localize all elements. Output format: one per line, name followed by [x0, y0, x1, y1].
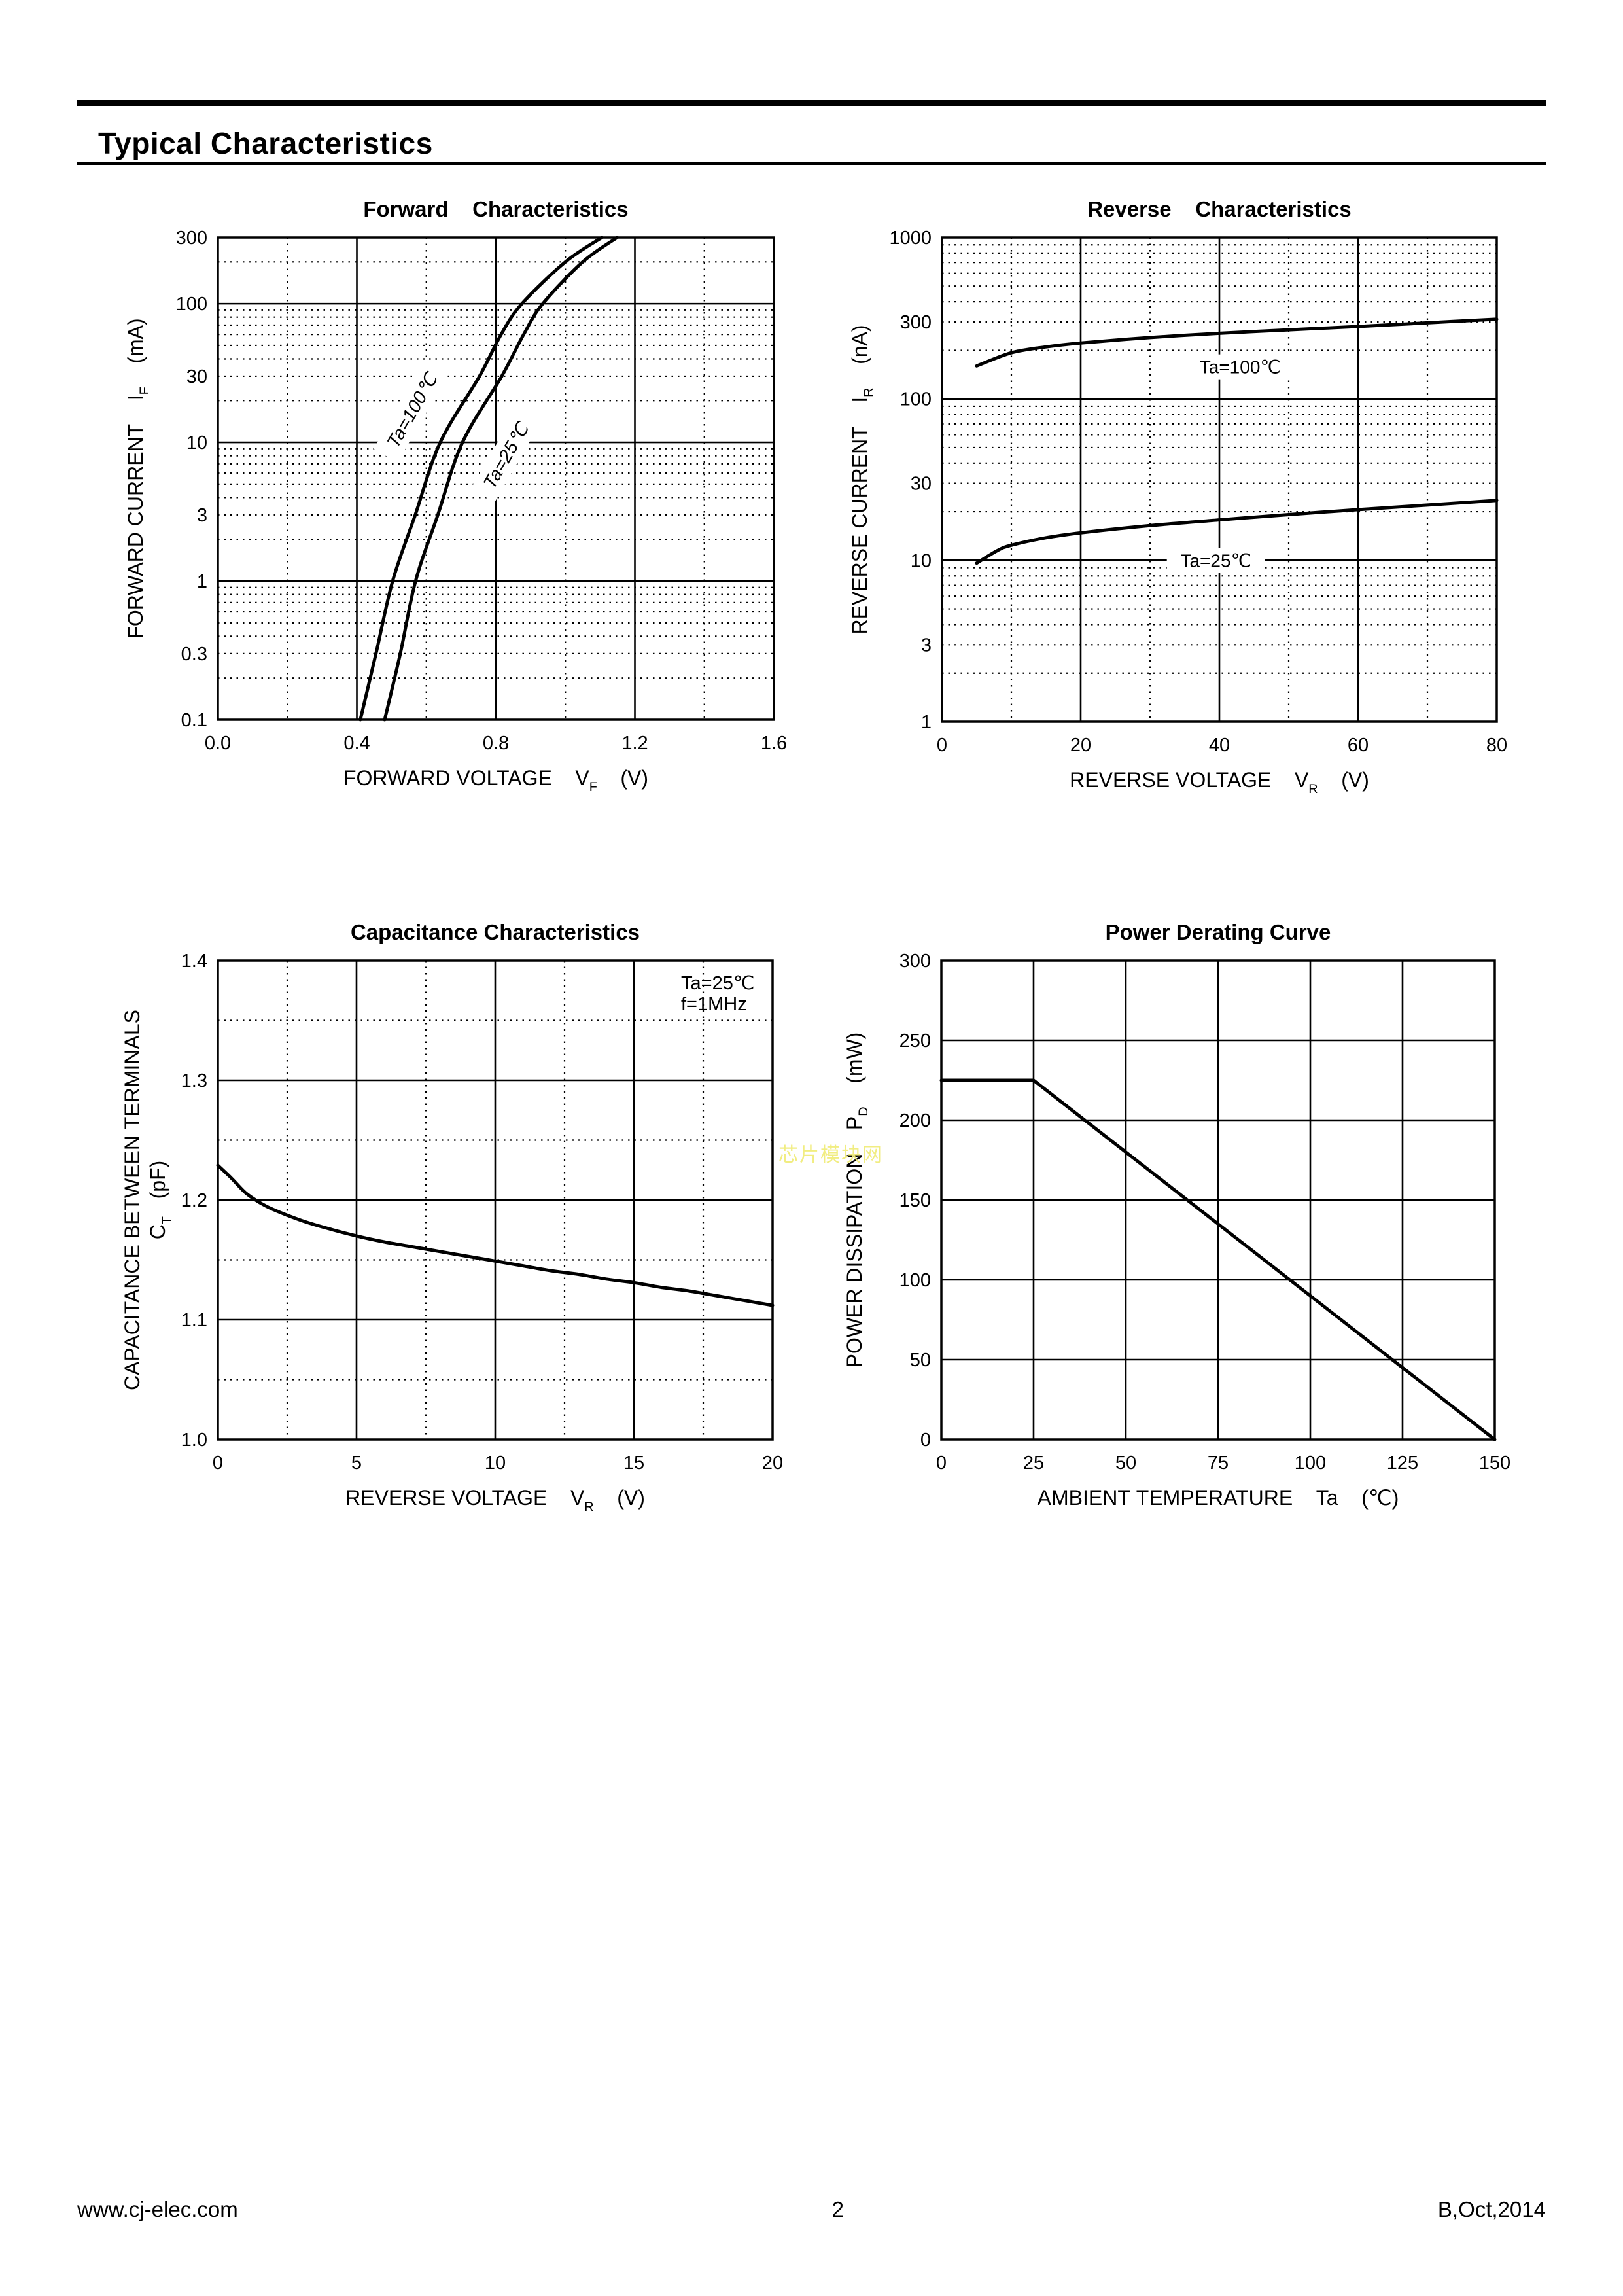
- y-tick-label: 1.3: [181, 1070, 207, 1091]
- series-label-text: Ta=100℃: [1200, 357, 1281, 378]
- x-axis-title: REVERSE VOLTAGE VR (V): [1070, 768, 1369, 796]
- x-tick-label: 20: [762, 1453, 783, 1474]
- plot-frame: [217, 959, 774, 1441]
- x-tick-label: 1.6: [761, 733, 787, 754]
- y-axis-title-line-0: CAPACITANCE BETWEEN TERMINALS: [120, 1010, 144, 1390]
- y-axis-title-line-0: REVERSE CURRENT IR (nA): [848, 325, 876, 634]
- y-tick-label: 30: [911, 474, 932, 495]
- footer-revision: B,Oct,2014: [1437, 2197, 1546, 2221]
- power-derating-curve-chart: 0 25 50 75 100 125 150 300 250 200 150 100 50 0 Power …: [843, 920, 1510, 1510]
- series-label-mask: [470, 409, 541, 503]
- chart-title: Capacitance Characteristics: [351, 920, 640, 944]
- y-tick-label: 250: [899, 1031, 931, 1051]
- x-tick-label: 25: [1023, 1453, 1044, 1474]
- x-tick-label: 125: [1387, 1453, 1418, 1474]
- y-tick-label: 1000: [889, 228, 932, 249]
- y-tick-label: 1.0: [181, 1430, 207, 1451]
- chart-title: Power Derating Curve: [1106, 920, 1331, 944]
- x-tick-label: 150: [1479, 1453, 1510, 1474]
- y-tick-label: 1: [197, 571, 207, 592]
- y-tick-label: 150: [899, 1190, 931, 1211]
- y-tick-label: 0: [920, 1430, 931, 1451]
- forward-characteristics-chart: Ta=100℃Ta=25℃0.0 0.4 0.8 1.2 1.6300100301031…: [124, 197, 787, 794]
- y-tick-label: 1.2: [181, 1190, 207, 1211]
- footer: www.cj-elec.com 2 B,Oct,2014: [77, 2197, 1546, 2222]
- y-tick-label: 0.3: [181, 644, 207, 665]
- series-curve-0: [939, 1078, 1497, 1441]
- y-axis-title-line-0: FORWARD CURRENT IF (mA): [124, 318, 152, 639]
- y-tick-label: 10: [911, 550, 932, 571]
- header-bottom-rule: [77, 162, 1546, 165]
- y-axis-title-line-0: POWER DISSIPATION PD (mW): [843, 1033, 871, 1368]
- series-label-mask: [1166, 548, 1265, 573]
- plot-frame: [940, 959, 1496, 1441]
- series-label-mask: [374, 358, 450, 463]
- x-tick-label: 80: [1486, 735, 1507, 756]
- x-tick-label: 100: [1295, 1453, 1326, 1474]
- footer-page-number: 2: [831, 2197, 844, 2221]
- reverse-characteristics-chart: Ta=100℃ Ta=25℃ 0 20 40 60 80 1000 300 100 30 10 3 1 Re…: [848, 197, 1507, 796]
- x-axis-title: FORWARD VOLTAGE VF (V): [343, 766, 648, 794]
- x-tick-label: 60: [1348, 735, 1369, 756]
- x-tick-label: 20: [1070, 735, 1091, 756]
- x-axis-title: REVERSE VOLTAGE VR (V): [345, 1486, 645, 1514]
- y-tick-label: 10: [186, 433, 207, 453]
- y-tick-label: 100: [899, 1270, 931, 1291]
- annotation-text: Ta=25℃: [681, 973, 754, 994]
- series-curve-1: [975, 499, 1499, 565]
- x-tick-label: 0.8: [483, 733, 509, 754]
- y-tick-label: 0.1: [181, 710, 207, 731]
- series-curve-0: [216, 1163, 775, 1307]
- x-tick-label: 1.2: [621, 733, 648, 754]
- x-tick-label: 10: [485, 1453, 506, 1474]
- series-label-text: Ta=25℃: [1180, 550, 1251, 571]
- footer-website: www.cj-elec.com: [77, 2197, 238, 2221]
- x-tick-label: 5: [351, 1453, 362, 1474]
- capacitance-characteristics-chart: 0 5 10 15 20 1.4 1.3 1.2 1.1 1.0 Capacitance Chara…: [120, 920, 783, 1514]
- chart-title: Reverse Characteristics: [1087, 197, 1352, 221]
- y-tick-label: 3: [921, 635, 932, 656]
- y-tick-label: 1.1: [181, 1310, 207, 1331]
- x-tick-label: 15: [623, 1453, 644, 1474]
- y-tick-label: 300: [899, 951, 931, 972]
- x-tick-label: 40: [1209, 735, 1230, 756]
- series-label-0: Ta=100℃: [1183, 354, 1298, 380]
- y-tick-label: 100: [176, 294, 207, 315]
- x-axis-title: AMBIENT TEMPERATURE Ta (℃): [1038, 1486, 1399, 1510]
- x-tick-label: 50: [1115, 1453, 1136, 1474]
- watermark-text: 芯片模块网: [778, 1144, 883, 1166]
- x-tick-label: 0: [213, 1453, 223, 1474]
- y-tick-label: 1: [921, 712, 932, 733]
- x-tick-label: 0.4: [343, 733, 370, 754]
- series-curve-1: [383, 236, 619, 722]
- series-label-1: Ta=25℃: [1166, 548, 1265, 573]
- plot-frame: [941, 236, 1498, 723]
- y-tick-label: 100: [900, 389, 932, 410]
- y-tick-label: 200: [899, 1110, 931, 1131]
- series-label-mask: [1183, 354, 1298, 380]
- chart-title: Forward Characteristics: [363, 197, 628, 221]
- series-label-text: Ta=100℃: [383, 368, 442, 451]
- y-tick-label: 1.4: [181, 951, 207, 972]
- y-tick-label: 30: [186, 366, 207, 387]
- x-tick-label: 0.0: [205, 733, 231, 754]
- y-tick-label: 50: [910, 1350, 931, 1371]
- series-curve-0: [975, 317, 1499, 368]
- x-tick-label: 0: [936, 1453, 947, 1474]
- y-tick-label: 3: [197, 505, 207, 526]
- plot-frame: [217, 236, 775, 721]
- series-curve-0: [358, 236, 604, 722]
- y-tick-label: 300: [176, 228, 207, 249]
- y-axis-title-line-1: CT (pF): [146, 1161, 174, 1240]
- header-top-rule: [77, 100, 1546, 106]
- annotation-text: f=1MHz: [681, 994, 747, 1015]
- y-tick-label: 300: [900, 312, 932, 333]
- page-title: Typical Characteristics: [98, 126, 433, 160]
- x-tick-label: 75: [1208, 1453, 1229, 1474]
- x-tick-label: 0: [937, 735, 947, 756]
